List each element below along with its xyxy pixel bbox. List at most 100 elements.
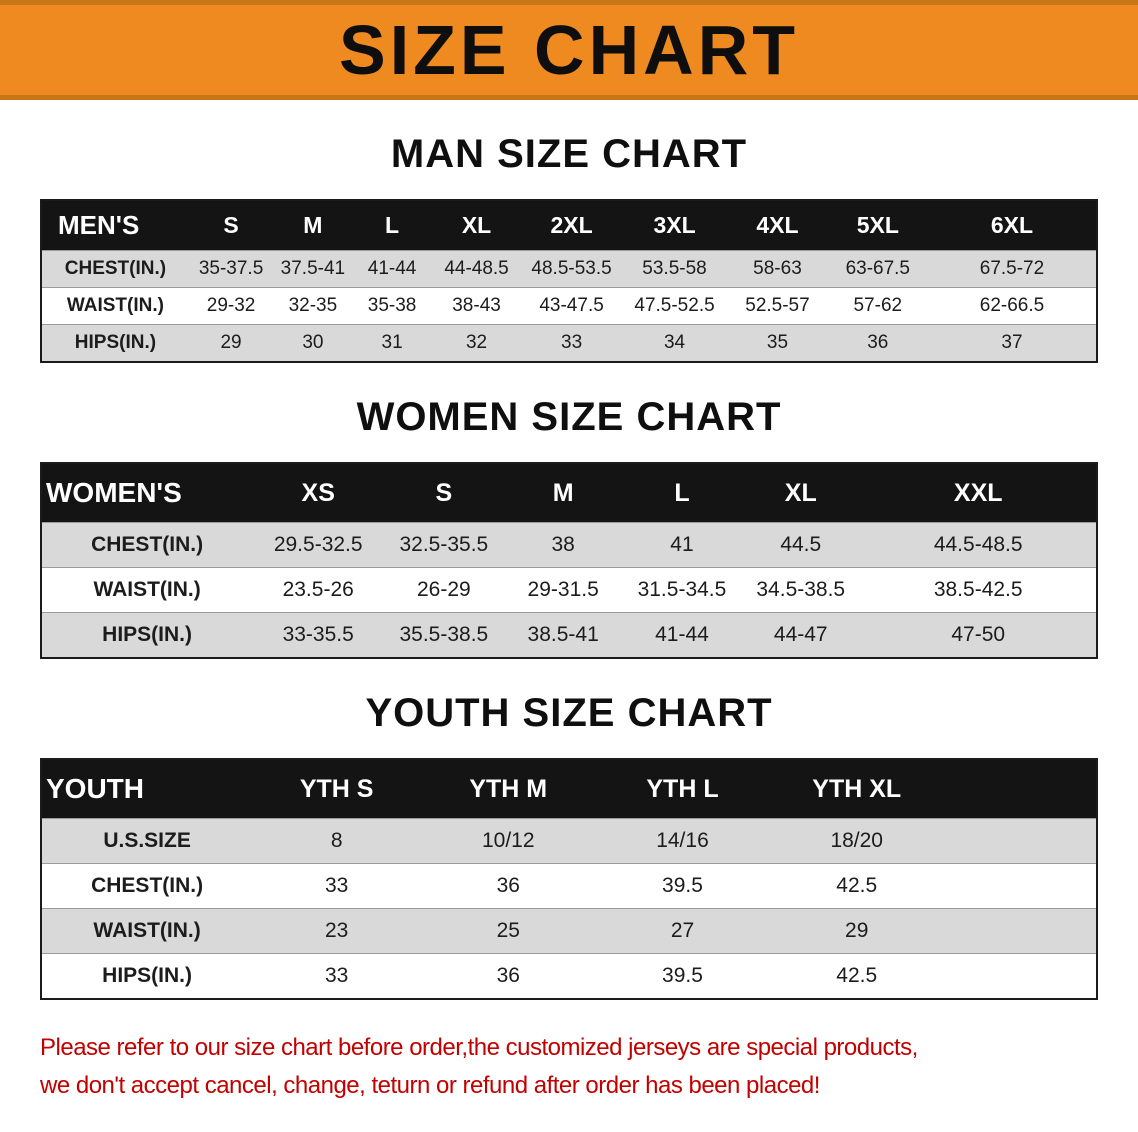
size-value: 38.5-42.5: [933, 578, 1023, 601]
size-column-header: M: [503, 463, 623, 523]
size-value: 34: [663, 332, 686, 353]
size-column-header: 5XL: [827, 200, 928, 251]
page-title: SIZE CHART: [339, 11, 799, 89]
table-row: CHEST(IN.) 29.5-32.5 32.5-35.5 38 41 44.5 44.5…: [41, 522, 1097, 568]
size-value: 43-47.5: [539, 295, 604, 316]
size-value: 39.5: [662, 874, 703, 897]
size-value: 29: [845, 919, 869, 942]
size-value: 32: [465, 332, 488, 353]
size-value: 47-50: [951, 623, 1006, 646]
size-column-header: XS: [252, 463, 385, 523]
size-value: 41-44: [367, 258, 417, 279]
size-value: 67.5-72: [979, 258, 1045, 279]
size-value: 42.5: [836, 874, 878, 897]
table-row: HIPS(IN.) 33-35.5 35.5-38.5 38.5-41 41-44 44-…: [41, 612, 1097, 658]
size-value: 29.5-32.5: [273, 533, 363, 556]
size-value: 32-35: [288, 295, 338, 316]
size-value: 37: [1001, 332, 1023, 353]
men-size-table: MEN'S S M L XL 2XL 3XL 4XL 5XL 6XL CHEST(IN.) 35-37…: [40, 199, 1098, 363]
row-label: HIPS(IN.): [102, 964, 193, 987]
size-value: 35-37.5: [198, 258, 264, 279]
size-value: 38: [551, 533, 575, 556]
size-column-header: YTH XL: [769, 759, 944, 819]
size-column-header: XXL: [860, 463, 1097, 523]
size-column-header: 6XL: [927, 200, 1097, 251]
size-value: 14/16: [656, 829, 709, 852]
table-row: WAIST(IN.) 23 25 27 29: [41, 908, 1097, 954]
size-value: 63-67.5: [845, 258, 911, 279]
size-value: 44-47: [773, 623, 828, 646]
size-value: 35.5-38.5: [399, 623, 489, 646]
size-column-header: L: [622, 463, 742, 523]
size-value: 30: [302, 332, 324, 353]
youth-size-section: YOUTH SIZE CHART YOUTH YTH S YTH M YTH L YTH…: [0, 691, 1138, 1000]
table-row: HIPS(IN.) 33 36 39.5 42.5: [41, 953, 1097, 999]
size-value: 36: [867, 332, 889, 353]
size-value: 27: [670, 919, 695, 942]
youth-section-heading: YOUTH SIZE CHART: [365, 691, 773, 735]
row-label: CHEST(IN.): [64, 258, 167, 279]
size-value: 33: [324, 874, 349, 897]
filler-cell: [944, 909, 1097, 954]
size-value: 44.5: [780, 533, 822, 556]
filler-cell: [943, 759, 1097, 819]
size-value: 32.5-35.5: [399, 533, 489, 556]
size-value: 33-35.5: [282, 623, 354, 646]
size-value: 33: [561, 332, 583, 353]
banner: SIZE CHART: [0, 0, 1138, 100]
row-label: U.S.SIZE: [103, 829, 191, 852]
filler-cell: [944, 819, 1097, 864]
size-value: 31.5-34.5: [637, 578, 727, 601]
size-column-header: L: [352, 200, 432, 251]
size-value: 10/12: [481, 829, 535, 852]
table-header-row: MEN'S S M L XL 2XL 3XL 4XL 5XL 6XL: [41, 200, 1097, 251]
size-value: 39.5: [662, 964, 703, 987]
size-column-header: 3XL: [621, 200, 728, 251]
size-value: 18/20: [830, 829, 883, 852]
size-value: 8: [330, 829, 343, 852]
size-column-header: S: [384, 463, 504, 523]
disclaimer-line2: we don't accept cancel, change, teturn o…: [40, 1072, 820, 1099]
size-value: 62-66.5: [979, 295, 1045, 316]
size-column-header: YTH S: [252, 759, 422, 819]
table-row: CHEST(IN.) 33 36 39.5 42.5: [41, 863, 1097, 909]
row-label: HIPS(IN.): [102, 623, 193, 646]
size-table: WOMEN'S XS S M L XL XXL CHEST(IN.) 29.5-32.5 32.5…: [40, 462, 1098, 659]
size-table: YOUTH YTH S YTH M YTH L YTH XL U.S.SIZE 8 10/12…: [40, 758, 1098, 1000]
size-value: 37.5-41: [280, 258, 346, 279]
size-value: 47.5-52.5: [634, 295, 715, 316]
disclaimer: Please refer to our size chart before or…: [40, 1034, 1098, 1100]
row-label: WAIST(IN.): [66, 295, 164, 316]
table-title-cell: MEN'S: [41, 200, 189, 251]
table-row: WAIST(IN.) 29-32 32-35 35-38 38-43 43-47.5 47.…: [41, 287, 1097, 325]
table-title-cell: WOMEN'S: [41, 463, 253, 523]
size-value: 42.5: [836, 964, 878, 987]
size-value: 29-32: [206, 295, 256, 316]
filler-cell: [944, 864, 1097, 909]
table-row: WAIST(IN.) 23.5-26 26-29 29-31.5 31.5-34.5 34…: [41, 567, 1097, 613]
size-value: 31: [381, 332, 403, 353]
size-value: 23.5-26: [282, 578, 354, 601]
row-label: HIPS(IN.): [74, 332, 157, 353]
size-value: 33: [324, 964, 349, 987]
row-label: WAIST(IN.): [93, 578, 201, 601]
size-value: 35: [766, 332, 789, 353]
youth-size-table: YOUTH YTH S YTH M YTH L YTH XL U.S.SIZE 8 10/12…: [40, 758, 1098, 1000]
size-value: 34.5-38.5: [756, 578, 846, 601]
size-value: 26-29: [417, 578, 471, 601]
size-table: MEN'S S M L XL 2XL 3XL 4XL 5XL 6XL CHEST(IN.) 35-37…: [40, 199, 1098, 363]
size-value: 57-62: [853, 295, 903, 316]
size-column-header: S: [188, 200, 274, 251]
women-section-heading: WOMEN SIZE CHART: [356, 395, 782, 439]
size-value: 52.5-57: [745, 295, 810, 316]
disclaimer-line1: Please refer to our size chart before or…: [40, 1034, 918, 1061]
size-value: 44-48.5: [444, 258, 509, 279]
men-size-section: MAN SIZE CHART MEN'S S M L XL 2XL 3XL 4XL 5XL 6XL…: [0, 132, 1138, 363]
table-title-cell: YOUTH: [41, 759, 253, 819]
size-value: 41-44: [655, 623, 709, 646]
men-section-heading: MAN SIZE CHART: [390, 132, 748, 176]
size-value: 53.5-58: [642, 258, 707, 279]
size-column-header: XL: [431, 200, 522, 251]
size-value: 38.5-41: [527, 623, 599, 646]
